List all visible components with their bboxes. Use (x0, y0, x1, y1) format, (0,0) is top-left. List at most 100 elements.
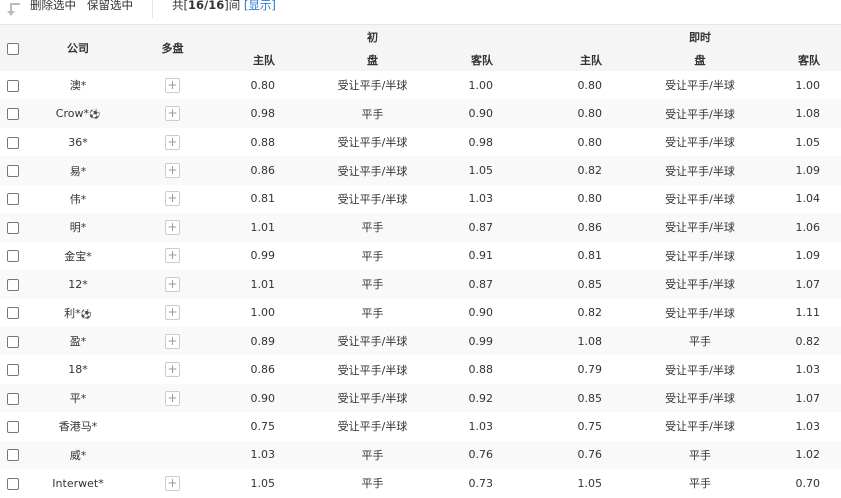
live-away: 1.06 (788, 213, 841, 242)
initial-home: 1.00 (250, 306, 276, 320)
company-cell: 盈* (26, 326, 130, 356)
initial-home: 0.80 (250, 78, 276, 92)
initial-line: 平手 (361, 306, 384, 320)
row-checkbox[interactable] (7, 136, 19, 149)
row-checkbox[interactable] (7, 307, 19, 320)
live-away: 1.05 (795, 135, 821, 149)
company-cell: 18* (68, 363, 88, 377)
header-initial: 初 (285, 25, 460, 48)
row-checkbox[interactable] (7, 477, 19, 490)
select-all-checkbox[interactable] (7, 42, 19, 55)
expand-plus-button[interactable]: + (165, 134, 180, 150)
row-checkbox[interactable] (7, 108, 19, 121)
expand-plus-button[interactable]: + (165, 191, 180, 207)
company-cell: 明* (26, 213, 130, 242)
table-row: 金宝* + 0.99 平手 0.91 0.81 受让平手/半球 1.09 (0, 242, 841, 270)
expand-plus-button[interactable]: + (165, 390, 180, 406)
company-cell: 12* (26, 270, 130, 299)
live-line: 受让平手/半球 (665, 363, 735, 377)
initial-home: 0.88 (250, 135, 276, 149)
row-checkbox[interactable] (7, 165, 19, 178)
table-row: 平* + 0.90 受让平手/半球 0.92 0.85 受让平手/半球 1.07 (0, 383, 841, 413)
live-home: 1.05 (577, 476, 603, 490)
keep-selected-button[interactable]: 保留选中 (87, 0, 133, 12)
live-away: 1.11 (795, 306, 821, 320)
row-checkbox[interactable] (7, 250, 19, 263)
row-checkbox[interactable] (7, 278, 19, 291)
initial-line: 平手 (361, 249, 384, 263)
company-cell: 易* (26, 156, 130, 185)
initial-away: 0.91 (468, 249, 494, 263)
row-checkbox[interactable] (7, 364, 19, 377)
live-line: 受让平手/半球 (612, 213, 788, 242)
header-multi: 多盘 (130, 25, 215, 71)
company-cell: 金宝* (64, 249, 92, 263)
expand-plus-button[interactable]: + (165, 163, 180, 179)
initial-away: 0.99 (460, 326, 503, 356)
table-row: 12* + 1.01 平手 0.87 0.85 受让平手/半球 1.07 (0, 270, 841, 299)
live-away: 1.02 (788, 440, 841, 470)
initial-line: 受让平手/半球 (337, 363, 408, 377)
initial-home: 0.98 (215, 99, 285, 128)
live-line: 受让平手/半球 (665, 420, 735, 434)
company-cell: Crow*⚽ (26, 99, 130, 128)
header-live: 即时 (612, 25, 788, 48)
initial-home: 0.90 (215, 383, 285, 413)
row-checkbox[interactable] (7, 221, 19, 234)
row-checkbox[interactable] (7, 79, 19, 92)
row-checkbox[interactable] (7, 392, 19, 405)
live-home: 0.76 (503, 440, 612, 470)
initial-line: 受让平手/半球 (285, 383, 460, 413)
header-initial-away: 客队 (460, 48, 503, 71)
count-text: 共[16/16]间 [显示] (172, 0, 276, 12)
initial-away: 0.88 (468, 363, 494, 377)
live-line: 受让平手/半球 (665, 306, 735, 320)
live-home: 0.79 (577, 363, 603, 377)
live-line: 受让平手/半球 (612, 99, 788, 128)
expand-plus-button[interactable]: + (165, 276, 180, 292)
initial-away: 0.90 (460, 99, 503, 128)
live-home: 1.08 (503, 326, 612, 356)
row-checkbox[interactable] (7, 449, 19, 462)
row-checkbox[interactable] (7, 193, 19, 206)
table-row: 威* 1.03 平手 0.76 0.76 平手 1.02 (0, 440, 841, 470)
expand-plus-button[interactable]: + (165, 106, 180, 122)
live-home: 0.75 (577, 419, 603, 433)
expand-plus-button[interactable]: + (165, 305, 180, 321)
divider (152, 0, 153, 18)
initial-line: 平手 (285, 213, 460, 242)
live-away: 1.09 (795, 249, 821, 263)
live-away: 1.00 (795, 78, 821, 92)
live-line: 平手 (689, 477, 711, 491)
initial-away: 0.73 (468, 476, 494, 490)
initial-away: 1.05 (460, 156, 503, 185)
table-row: Crow*⚽ + 0.98 平手 0.90 0.80 受让平手/半球 1.08 (0, 99, 841, 128)
header-live-away: 客队 (788, 48, 841, 71)
expand-plus-button[interactable]: + (165, 333, 180, 349)
live-line: 受让平手/半球 (612, 270, 788, 299)
initial-home: 0.86 (250, 363, 276, 377)
expand-plus-button[interactable]: + (165, 77, 180, 93)
table-row: 盈* + 0.89 受让平手/半球 0.99 1.08 平手 0.82 (0, 326, 841, 356)
live-away: 1.07 (788, 383, 841, 413)
show-link[interactable]: [显示] (243, 0, 276, 12)
expand-plus-button[interactable]: + (165, 248, 180, 264)
company-cell: Interwet* (52, 476, 104, 490)
expand-plus-button[interactable]: + (165, 362, 180, 378)
initial-away: 0.87 (460, 213, 503, 242)
live-home: 0.82 (577, 306, 603, 320)
row-checkbox[interactable] (7, 420, 19, 433)
live-home: 0.85 (503, 270, 612, 299)
expand-plus-button[interactable]: + (165, 219, 180, 235)
company-cell: 伟* (69, 192, 87, 206)
initial-line: 受让平手/半球 (337, 192, 408, 206)
delete-selected-button[interactable]: 删除选中 (30, 0, 76, 12)
table-row: 澳* + 0.80 受让平手/半球 1.00 0.80 受让平手/半球 1.00 (0, 71, 841, 99)
initial-away: 1.03 (468, 419, 494, 433)
initial-away: 0.92 (460, 383, 503, 413)
initial-away: 0.90 (468, 306, 494, 320)
row-checkbox[interactable] (7, 335, 19, 348)
initial-away: 0.98 (468, 135, 494, 149)
live-away: 1.03 (795, 419, 821, 433)
expand-plus-button[interactable]: + (165, 475, 180, 491)
